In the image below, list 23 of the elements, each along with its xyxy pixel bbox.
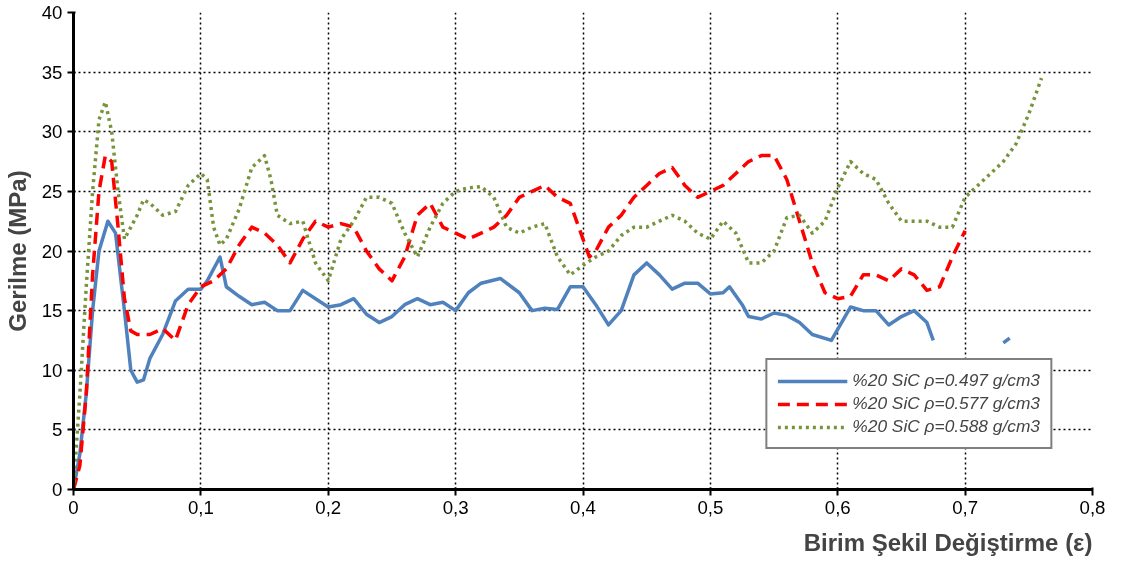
x-tick-label: 0,6 (824, 496, 851, 518)
x-tick-label: 0,5 (697, 496, 724, 518)
legend-label: %20 SiC ρ=0.497 g/cm3 (852, 370, 1040, 391)
y-tick-label: 0 (52, 479, 63, 500)
x-tick-label: 0,7 (952, 496, 979, 518)
y-tick-label: 20 (41, 240, 63, 262)
x-tick-label: 0,2 (315, 496, 342, 518)
y-tick-label: 40 (41, 2, 63, 23)
x-tick-label: 0,4 (570, 496, 596, 518)
legend-label: %20 SiC ρ=0.588 g/cm3 (852, 416, 1040, 437)
y-tick-label: 25 (41, 180, 63, 202)
y-tick-label: 10 (41, 359, 63, 381)
x-axis-title: Birim Şekil Değiştirme (ε) (803, 528, 1093, 556)
x-tick-label: 0 (68, 496, 79, 518)
y-tick-label: 5 (52, 419, 63, 441)
y-axis-title: Gerilme (MPa) (3, 170, 31, 332)
x-tick-label: 0,3 (442, 496, 469, 518)
y-tick-label: 35 (41, 61, 63, 83)
x-tick-label: 0,8 (1079, 496, 1106, 518)
legend-label: %20 SiC ρ=0.577 g/cm3 (852, 393, 1040, 414)
y-tick-label: 15 (41, 300, 63, 322)
y-tick-label: 30 (41, 121, 63, 143)
x-tick-label: 0,1 (187, 496, 214, 518)
